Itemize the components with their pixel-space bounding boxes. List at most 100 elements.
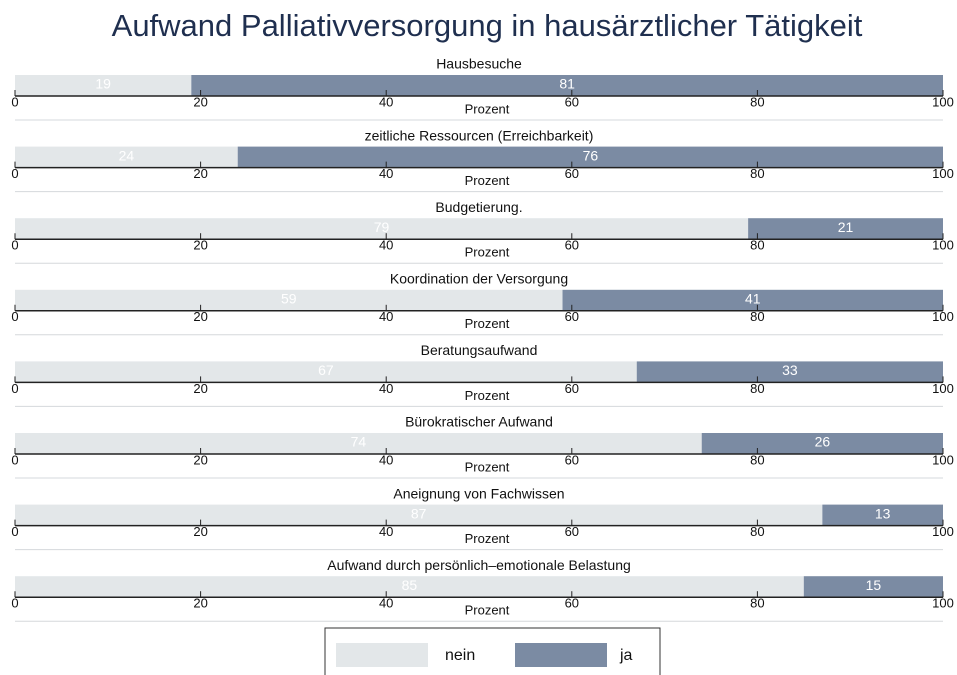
x-axis-label: Prozent	[465, 173, 510, 188]
x-axis-label: Prozent	[465, 459, 510, 474]
x-tick-label: 60	[565, 381, 579, 396]
x-tick-label: 60	[565, 309, 579, 324]
x-tick-label: 80	[750, 452, 764, 467]
x-tick-label: 60	[565, 596, 579, 611]
x-axis-label: Prozent	[465, 245, 510, 260]
bar-segment	[15, 361, 637, 383]
value-label: 26	[815, 434, 831, 450]
x-axis-label: Prozent	[465, 316, 510, 331]
bar-segment	[191, 75, 943, 96]
chart-title: Aufwand Palliativversorgung in hausärztl…	[112, 8, 863, 43]
bar-segment	[803, 576, 943, 598]
panel-title: Koordination der Versorgung	[390, 271, 568, 287]
x-tick-label: 40	[379, 238, 393, 253]
legend-label: ja	[619, 647, 633, 664]
value-label: 15	[866, 577, 882, 593]
bar-segment	[15, 289, 563, 311]
value-label: 87	[411, 505, 427, 521]
bar-segment	[822, 504, 943, 526]
x-tick-label: 60	[565, 452, 579, 467]
x-tick-label: 60	[565, 238, 579, 253]
value-label: 59	[281, 291, 297, 307]
panel-title: Aufwand durch persönlich–emotionale Bela…	[327, 557, 631, 573]
x-tick-label: 100	[932, 94, 954, 109]
x-tick-label: 40	[379, 452, 393, 467]
x-tick-label: 20	[193, 309, 207, 324]
x-tick-label: 60	[565, 524, 579, 539]
value-label: 33	[782, 362, 798, 378]
panel-title: Bürokratischer Aufwand	[405, 414, 553, 430]
x-tick-label: 0	[11, 381, 18, 396]
bar-segment	[15, 504, 823, 526]
x-tick-label: 100	[932, 309, 954, 324]
x-tick-label: 40	[379, 94, 393, 109]
x-tick-label: 100	[932, 452, 954, 467]
value-label: 67	[318, 362, 334, 378]
value-label: 13	[875, 505, 891, 521]
value-label: 76	[583, 147, 599, 163]
x-tick-label: 100	[932, 238, 954, 253]
x-tick-label: 80	[750, 166, 764, 181]
x-tick-label: 0	[11, 596, 18, 611]
x-tick-label: 0	[11, 94, 18, 109]
x-tick-label: 0	[11, 238, 18, 253]
value-label: 81	[559, 76, 575, 92]
x-tick-label: 20	[193, 452, 207, 467]
value-label: 74	[351, 434, 367, 450]
x-tick-label: 100	[932, 524, 954, 539]
panel-title: Beratungsaufwand	[421, 342, 538, 358]
bar-segment	[701, 433, 943, 454]
x-tick-label: 20	[193, 238, 207, 253]
bar-segment	[15, 433, 702, 454]
bar-segment	[636, 361, 943, 383]
panel-title: Budgetierung.	[435, 199, 522, 215]
x-tick-label: 80	[750, 596, 764, 611]
x-tick-label: 40	[379, 381, 393, 396]
value-label: 79	[374, 219, 390, 235]
panel-title: zeitliche Ressourcen (Erreichbarkeit)	[365, 127, 594, 143]
bar-segment	[15, 75, 192, 96]
value-label: 19	[95, 76, 111, 92]
x-tick-label: 60	[565, 166, 579, 181]
x-tick-label: 80	[750, 381, 764, 396]
x-tick-label: 20	[193, 381, 207, 396]
x-tick-label: 20	[193, 166, 207, 181]
x-tick-label: 80	[750, 524, 764, 539]
x-axis-label: Prozent	[465, 388, 510, 403]
value-label: 41	[745, 291, 761, 307]
x-tick-label: 0	[11, 309, 18, 324]
legend-swatch	[336, 643, 428, 667]
bar-segment	[15, 218, 749, 240]
bar-segment	[562, 289, 943, 311]
x-tick-label: 0	[11, 524, 18, 539]
x-tick-label: 80	[750, 94, 764, 109]
value-label: 24	[119, 147, 135, 163]
panel-title: Aneignung von Fachwissen	[393, 485, 564, 501]
x-tick-label: 100	[932, 596, 954, 611]
x-tick-label: 0	[11, 166, 18, 181]
bar-segment	[237, 146, 944, 168]
panel-title: Hausbesuche	[436, 56, 522, 72]
x-tick-label: 40	[379, 309, 393, 324]
x-axis-label: Prozent	[465, 531, 510, 546]
legend-label: nein	[445, 647, 475, 664]
x-axis-label: Prozent	[465, 101, 510, 116]
x-tick-label: 60	[565, 94, 579, 109]
x-tick-label: 80	[750, 309, 764, 324]
bar-segment	[748, 218, 943, 240]
bar-segment	[15, 576, 804, 598]
x-tick-label: 20	[193, 524, 207, 539]
x-tick-label: 40	[379, 524, 393, 539]
x-tick-label: 40	[379, 596, 393, 611]
legend-swatch	[515, 643, 607, 667]
bar-segment	[15, 146, 238, 168]
value-label: 85	[402, 577, 418, 593]
x-tick-label: 100	[932, 166, 954, 181]
x-tick-label: 20	[193, 94, 207, 109]
x-tick-label: 80	[750, 238, 764, 253]
x-tick-label: 100	[932, 381, 954, 396]
value-label: 21	[838, 219, 854, 235]
x-tick-label: 0	[11, 452, 18, 467]
x-tick-label: 20	[193, 596, 207, 611]
